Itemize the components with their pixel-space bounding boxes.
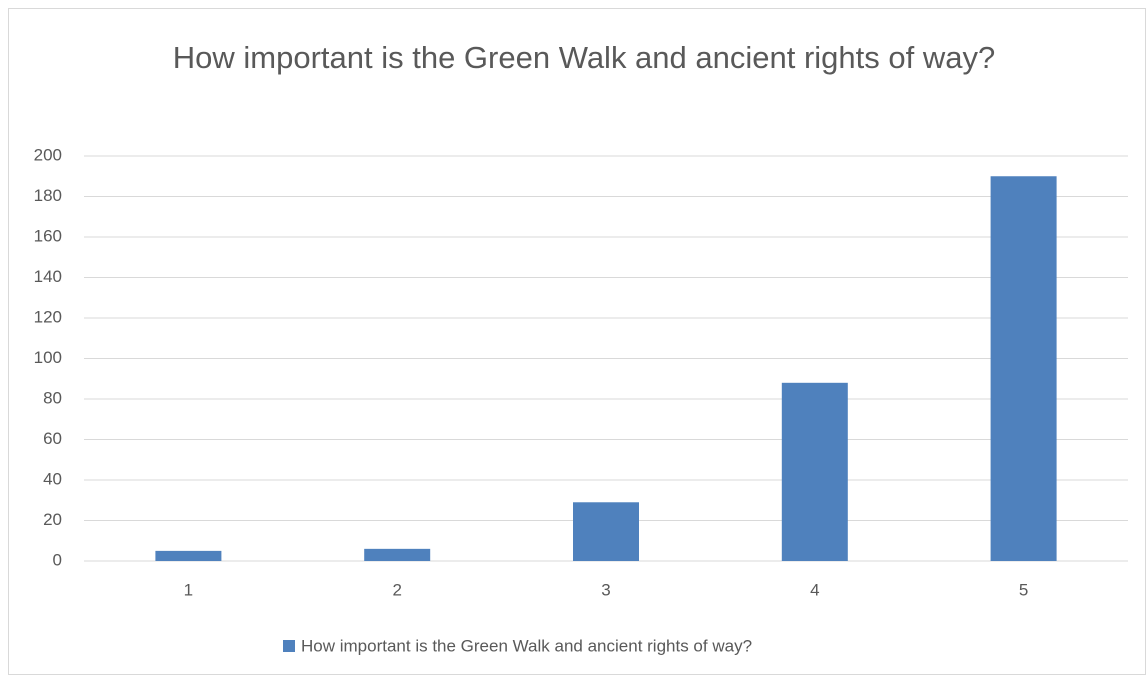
y-tick-label: 40 — [43, 469, 62, 488]
bar — [781, 382, 848, 561]
y-tick-label: 60 — [43, 429, 62, 448]
y-tick-label: 80 — [43, 388, 62, 407]
y-tick-label: 140 — [34, 267, 62, 286]
y-tick-label: 160 — [34, 226, 62, 245]
y-tick-label: 0 — [53, 550, 62, 569]
chart-title: How important is the Green Walk and anci… — [172, 40, 996, 75]
y-tick-label: 120 — [34, 307, 62, 326]
legend-label: How important is the Green Walk and anci… — [301, 636, 752, 655]
bar — [573, 502, 639, 561]
y-tick-label: 20 — [43, 510, 62, 529]
y-tick-label: 180 — [34, 186, 62, 205]
x-tick-label: 3 — [601, 580, 610, 599]
x-tick-label: 4 — [810, 580, 819, 599]
bar — [364, 548, 431, 561]
x-tick-label: 2 — [392, 580, 401, 599]
y-tick-label: 100 — [34, 348, 62, 367]
chart-border — [8, 8, 1146, 675]
bar — [155, 550, 222, 561]
bar — [990, 176, 1057, 561]
y-tick-label: 200 — [34, 145, 62, 164]
legend-swatch — [283, 640, 295, 652]
x-tick-label: 5 — [1019, 580, 1028, 599]
x-tick-label: 1 — [184, 580, 193, 599]
